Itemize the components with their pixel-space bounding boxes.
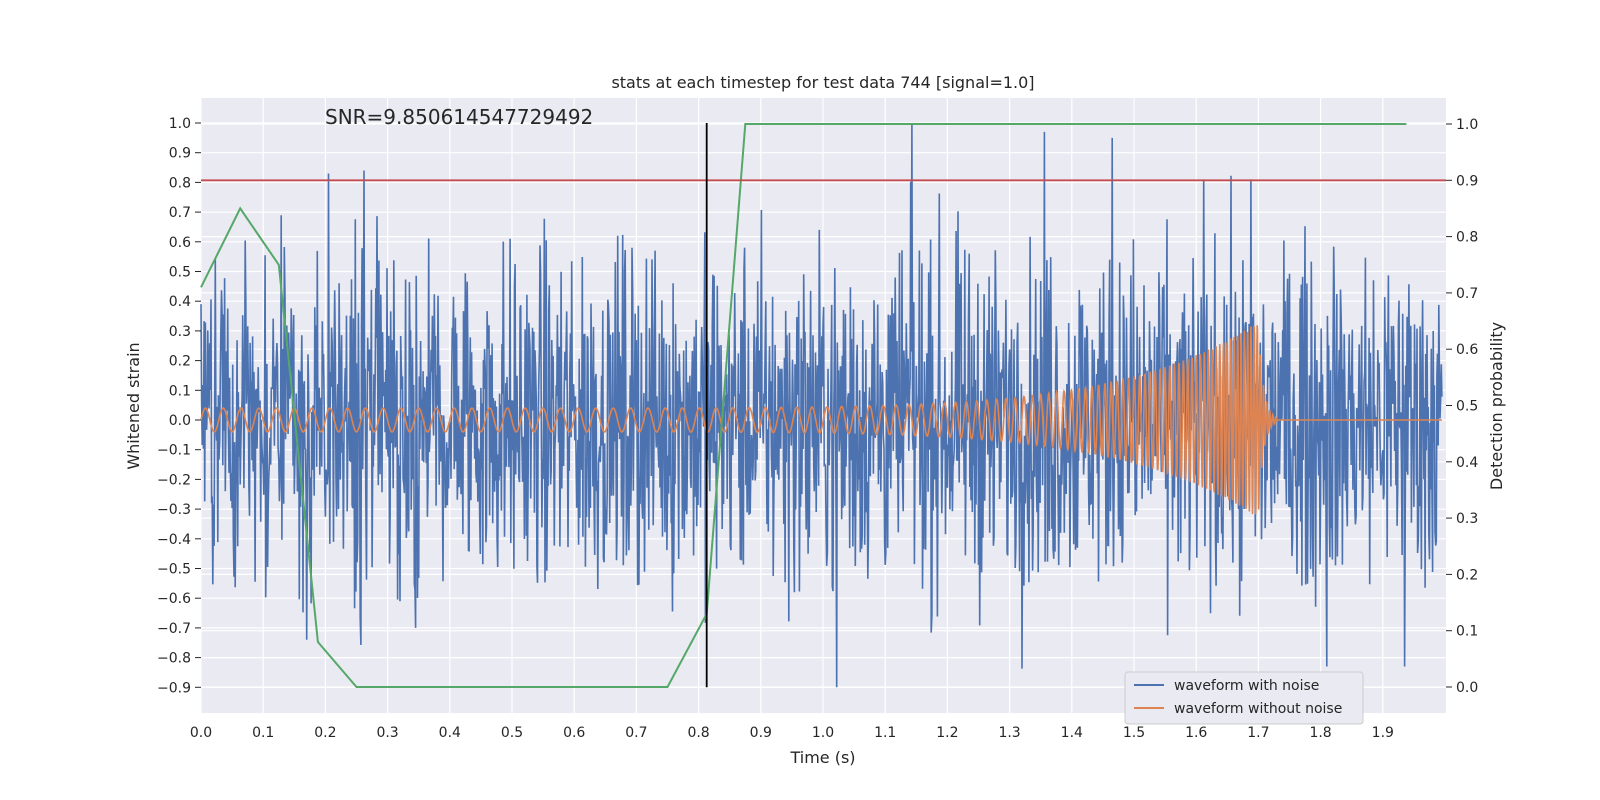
- x-tick-label: 0.7: [625, 725, 647, 741]
- y2-axis-label: Detection probability: [1487, 322, 1506, 490]
- legend: waveform with noise waveform without noi…: [1124, 671, 1364, 725]
- y2-tick-label: 0.8: [1456, 230, 1478, 246]
- y2-tick-label: 0.5: [1456, 399, 1478, 415]
- x-axis-ticks: 0.0 0.1 0.2 0.3 0.4 0.5 0.6 0.7 0.8 0.9 1.0 1.1 1.2 1…: [190, 725, 1394, 741]
- y-tick-label: −0.3: [157, 502, 191, 518]
- x-tick-label: 1.7: [1247, 725, 1269, 741]
- y2-tick-label: 0.1: [1456, 624, 1478, 640]
- y-tick-label: −0.1: [157, 443, 191, 459]
- y-tick-label: 0.8: [169, 175, 191, 191]
- x-tick-label: 0.6: [563, 725, 585, 741]
- x-tick-label: 1.6: [1185, 725, 1207, 741]
- x-tick-label: 1.3: [998, 725, 1020, 741]
- y-tick-label: −0.4: [157, 532, 191, 548]
- y-axis-ticks: 1.0 0.9 0.8 0.7 0.6 0.5 0.4 0.3 0.2 0.1 0.0 −0.1 −0.…: [157, 116, 201, 696]
- y-tick-label: 1.0: [169, 116, 191, 132]
- x-tick-label: 1.1: [874, 725, 896, 741]
- x-tick-label: 1.8: [1309, 725, 1331, 741]
- y2-tick-label: 0.9: [1456, 173, 1478, 189]
- x-tick-label: 0.5: [501, 725, 523, 741]
- y-tick-label: −0.5: [157, 562, 191, 578]
- legend-label-noisy: waveform with noise: [1174, 678, 1319, 694]
- y2-tick-label: 0.0: [1456, 680, 1478, 696]
- y-tick-label: −0.2: [157, 472, 191, 488]
- series-detection-probability: [200, 123, 1407, 688]
- y2-tick-label: 0.2: [1456, 567, 1478, 583]
- y-tick-label: −0.9: [157, 680, 191, 696]
- x-tick-label: 1.4: [1061, 725, 1083, 741]
- x-axis-label: Time (s): [789, 748, 855, 767]
- x-tick-label: 0.1: [252, 725, 274, 741]
- y-tick-label: −0.6: [157, 591, 191, 607]
- x-tick-label: 0.0: [190, 725, 212, 741]
- y-tick-label: 0.5: [169, 265, 191, 281]
- x-tick-label: 1.9: [1372, 725, 1394, 741]
- x-tick-label: 1.2: [936, 725, 958, 741]
- y-tick-label: 0.0: [169, 413, 191, 429]
- y2-tick-label: 0.4: [1456, 455, 1478, 471]
- x-tick-label: 0.4: [439, 725, 461, 741]
- y-tick-label: 0.6: [169, 235, 191, 251]
- y2-tick-label: 0.6: [1456, 342, 1478, 358]
- waveform-without-noise-line: [200, 325, 1442, 515]
- y-tick-label: −0.7: [157, 621, 191, 637]
- x-tick-label: 1.5: [1123, 725, 1145, 741]
- legend-box: [1124, 671, 1364, 725]
- y2-tick-label: 0.7: [1456, 286, 1478, 302]
- x-tick-label: 0.9: [750, 725, 772, 741]
- y-tick-label: 0.1: [169, 383, 191, 399]
- y-tick-label: 0.3: [169, 324, 191, 340]
- detection-probability-line: [200, 123, 1407, 688]
- y-tick-label: 0.2: [169, 354, 191, 370]
- series-waveform-without-noise: [200, 325, 1442, 515]
- x-tick-label: 1.0: [812, 725, 834, 741]
- y2-axis-ticks: 1.0 0.9 0.8 0.7 0.6 0.5 0.4 0.3 0.2 0.1 0.0: [1446, 117, 1478, 696]
- x-tick-label: 0.8: [687, 725, 709, 741]
- y-tick-label: 0.7: [169, 205, 191, 221]
- y-tick-label: 0.9: [169, 146, 191, 162]
- y2-tick-label: 1.0: [1456, 117, 1478, 133]
- y-tick-label: 0.4: [169, 294, 191, 310]
- legend-label-clean: waveform without noise: [1174, 701, 1342, 717]
- x-tick-label: 0.2: [314, 725, 336, 741]
- snr-annotation: SNR=9.850614547729492: [325, 105, 593, 129]
- y-axis-label: Whitened strain: [124, 342, 143, 469]
- x-tick-label: 0.3: [376, 725, 398, 741]
- y-tick-label: −0.8: [157, 651, 191, 667]
- y2-tick-label: 0.3: [1456, 511, 1478, 527]
- chart-title: stats at each timestep for test data 744…: [611, 73, 1034, 92]
